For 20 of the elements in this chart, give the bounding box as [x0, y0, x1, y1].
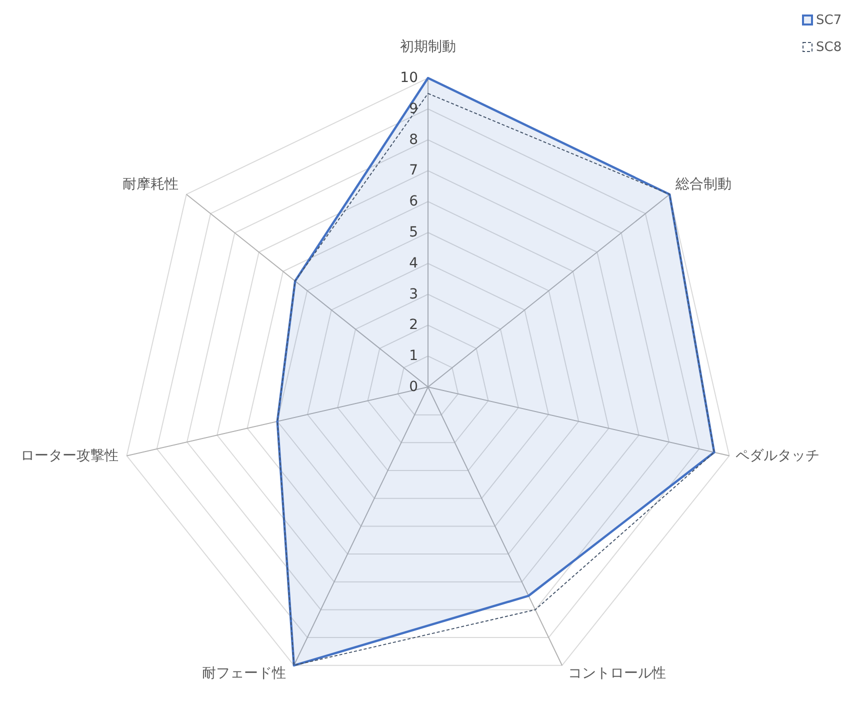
spoke-label: 耐フェード性 [202, 665, 286, 682]
y-tick-label: 8 [409, 132, 418, 148]
y-tick-label: 5 [409, 224, 418, 240]
y-tick-label: 10 [400, 70, 418, 86]
y-tick-label: 1 [409, 348, 418, 364]
y-tick-label: 3 [409, 286, 418, 302]
spoke-label: ペダルタッチ [735, 448, 820, 464]
y-tick-label: 4 [409, 255, 418, 272]
spoke-label: コントロール性 [568, 665, 666, 682]
y-tick-label: 2 [409, 317, 418, 334]
spoke-label: 総合制動 [674, 176, 732, 192]
y-tick-label: 6 [409, 194, 418, 210]
y-tick-label: 7 [409, 162, 418, 179]
spoke-label: 初期制動 [400, 39, 456, 55]
legend-label: SC8 [816, 40, 842, 54]
y-tick-label: 0 [409, 379, 418, 395]
spoke-label: ローター攻撃性 [20, 448, 119, 464]
spoke-label: 耐摩耗性 [122, 176, 178, 192]
legend-label: SC7 [816, 12, 842, 28]
y-tick-label: 9 [409, 100, 418, 117]
